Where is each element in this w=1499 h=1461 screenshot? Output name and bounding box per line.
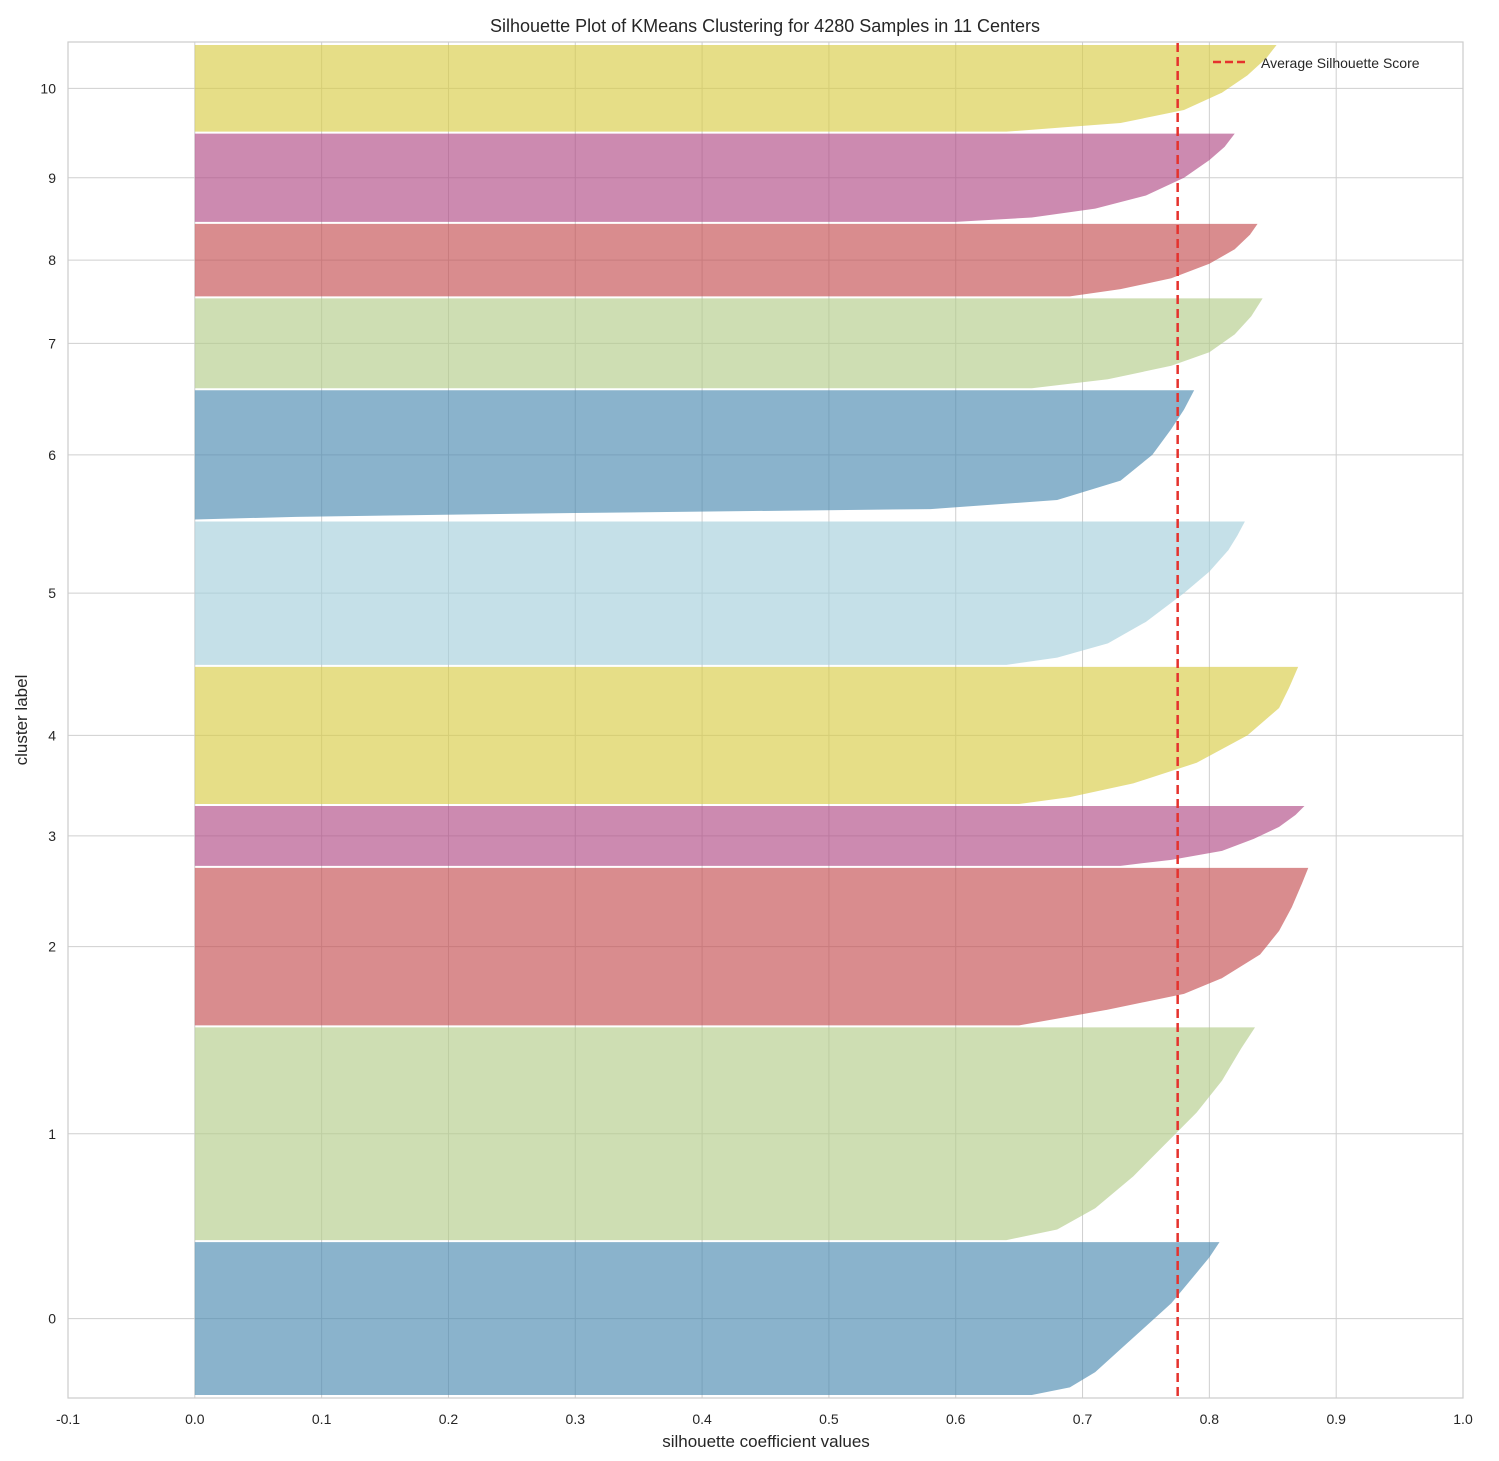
cluster-7-silhouette	[194, 298, 1263, 389]
x-tick-label: 0.2	[439, 1411, 459, 1427]
y-tick-label: 8	[48, 252, 56, 268]
cluster-9-silhouette	[194, 133, 1235, 222]
y-tick-label: 2	[48, 939, 56, 955]
x-tick-label: 1.0	[1453, 1411, 1473, 1427]
x-tick-label: 0.6	[946, 1411, 966, 1427]
x-tick-label: 0.5	[819, 1411, 839, 1427]
x-tick-label: 0.1	[312, 1411, 332, 1427]
y-tick-label: 7	[48, 335, 56, 351]
cluster-silhouettes	[194, 45, 1309, 1395]
x-tick-label: 0.9	[1326, 1411, 1346, 1427]
x-axis-label: silhouette coefficient values	[662, 1432, 870, 1451]
y-tick-labels: 0 1 2 3 4 5 6 7 8 9 10	[40, 80, 56, 1326]
y-tick-label: 1	[48, 1126, 56, 1142]
y-tick-label: 3	[48, 828, 56, 844]
x-tick-label: 0.3	[566, 1411, 586, 1427]
y-tick-label: 6	[48, 447, 56, 463]
x-tick-label: 0.0	[185, 1411, 205, 1427]
y-tick-label: 0	[48, 1311, 56, 1327]
y-tick-label: 9	[48, 170, 56, 186]
plot-frame	[67, 41, 1464, 1399]
legend-label: Average Silhouette Score	[1261, 55, 1420, 71]
x-tick-label: 0.8	[1200, 1411, 1220, 1427]
cluster-5-silhouette	[194, 521, 1245, 665]
y-tick-label: 5	[48, 585, 56, 601]
cluster-1-silhouette	[194, 1027, 1256, 1241]
chart-title: Silhouette Plot of KMeans Clustering for…	[490, 16, 1040, 36]
x-tick-label: 0.7	[1073, 1411, 1093, 1427]
x-tick-labels: -0.1 0.0 0.1 0.2 0.3 0.4 0.5 0.6 0.7 0.8 0.9 1.0	[56, 1411, 1473, 1427]
y-axis-label: cluster label	[12, 675, 31, 766]
cluster-0-silhouette	[194, 1242, 1220, 1395]
cluster-3-silhouette	[194, 805, 1305, 866]
cluster-6-silhouette	[194, 390, 1195, 520]
cluster-10-silhouette	[194, 45, 1277, 132]
cluster-4-silhouette	[194, 666, 1299, 804]
legend: Average Silhouette Score	[1213, 55, 1420, 71]
y-tick-label: 10	[40, 80, 56, 96]
x-tick-label: 0.4	[692, 1411, 712, 1427]
x-tick-label: -0.1	[56, 1411, 80, 1427]
cluster-2-silhouette	[194, 867, 1309, 1026]
cluster-8-silhouette	[194, 223, 1258, 297]
y-tick-label: 4	[48, 727, 56, 743]
